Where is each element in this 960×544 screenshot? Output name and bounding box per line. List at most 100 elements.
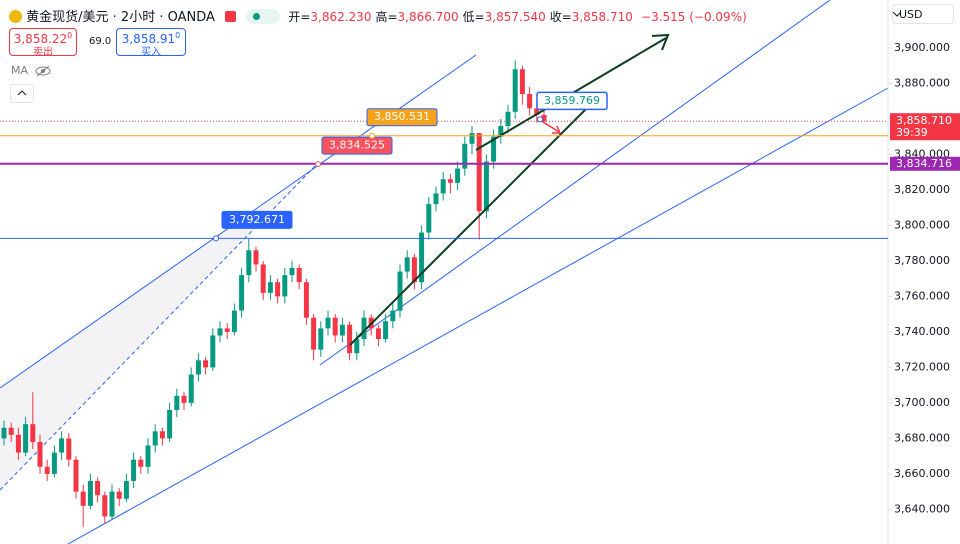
ohlc-value: 3,862.230 [310,10,372,24]
candle-body [159,431,165,439]
buy-button[interactable]: 3,858.910 买入 [116,28,186,58]
candle-body [483,161,489,212]
trend-line [349,99,596,346]
status-icon [225,11,237,22]
sell-sup: 0 [67,31,73,40]
candle-body [491,136,497,162]
chevron-icon [17,90,27,96]
candle-body [296,268,302,283]
price-label-box [890,113,960,141]
candle-body [275,282,281,297]
y-tick-label: 3,660.000 [894,467,950,480]
candle-body [440,179,446,194]
sell-label: 卖出 [33,47,53,58]
change: −3.515 (−0.09%) [641,10,747,24]
y-tick-label: 3,680.000 [894,431,950,444]
candle-body [66,438,72,460]
annotation-box [536,91,608,111]
market-status[interactable] [246,9,281,24]
candle-body [426,204,432,233]
candle-body [462,143,468,169]
sell-button[interactable]: 3,858.220 卖出 [9,28,77,58]
candle-body [37,441,43,467]
candle-body [138,459,144,467]
candle-body [541,114,547,122]
candle-body [188,374,194,403]
candle-body [80,491,86,506]
price-label-box [890,156,960,171]
countdown: 39:39 [896,126,928,139]
candle-body [102,495,108,517]
candle-body [253,250,259,265]
annotation-label: 3,792.671 [229,213,285,226]
y-tick-label: 3,700.000 [894,396,950,409]
candle-body [1,427,7,439]
candle-body [519,69,525,95]
ohlc-label: 低= [462,10,485,24]
anchor-point [537,116,543,123]
candle-body [289,268,295,276]
anchor-point [369,132,375,139]
anchor-point [213,235,219,242]
ohlc-value: 3,858.710 [571,10,633,24]
candle-body [224,328,230,332]
candle-body [332,317,338,336]
candle-body [203,360,209,368]
y-tick-label: 3,760.000 [894,289,950,302]
candle-body [145,445,151,467]
candle-body [15,434,21,453]
y-tick-label: 3,900.000 [894,41,950,54]
candle-body [123,480,129,499]
candle-body [59,438,65,453]
candle-body [498,126,504,137]
ohlc: 开=3,862.230 高=3,866.700 低=3,857.540 收=3,858… [288,10,637,24]
y-tick-label: 3,780.000 [894,254,950,267]
candle-body [318,328,324,350]
candle-body [44,466,50,474]
annotation-label: 3,859.769 [544,94,600,107]
buy-label: 买入 [141,47,161,58]
candle-body [23,424,29,453]
candle-body [181,395,187,403]
ohlc-label: 开= [288,10,311,24]
candle-body [339,324,345,336]
y-tick-label: 3,800.000 [894,218,950,231]
candle-body [354,339,360,354]
annotation-box [321,136,393,155]
indicator[interactable]: MA [11,64,29,77]
symbol[interactable]: 黄金现货/美元 · 2小时 · OANDA [26,10,215,25]
candle-body [131,459,137,481]
candle-body [397,271,403,311]
candle-body [311,317,317,350]
arrow-head [651,33,670,51]
collapse-button[interactable] [10,84,34,103]
candle-body [527,94,533,109]
annotation-label: 3,834.525 [329,139,385,152]
spread: 69.0 [89,36,112,47]
candle-body [505,111,511,127]
y-tick-label: 3,820.000 [894,183,950,196]
eye-icon[interactable] [35,65,51,77]
candle-body [390,310,396,322]
candle-body [210,335,216,368]
candle-body [469,133,475,144]
candle-body [347,324,353,354]
symbol-icon [9,10,22,23]
currency-select[interactable]: USD [892,4,954,24]
candle-body [174,395,180,410]
y-tick-label: 3,880.000 [894,76,950,89]
candle-body [8,427,14,435]
symbol-row: 黄金现货/美元 · 2小时 · OANDA 开=3,862.230 高=3,866… [9,6,747,25]
arrow-head [552,125,562,134]
candle-body [30,424,36,442]
candle-body [447,179,453,183]
candle-body [231,310,237,332]
candle-body [419,232,425,283]
ohlc-label: 收= [549,10,572,24]
candle-body [195,360,201,375]
candle-body [167,409,173,439]
candle-body [512,69,518,112]
candle-body [109,491,115,517]
price-label: 3,834.716 [896,157,952,170]
